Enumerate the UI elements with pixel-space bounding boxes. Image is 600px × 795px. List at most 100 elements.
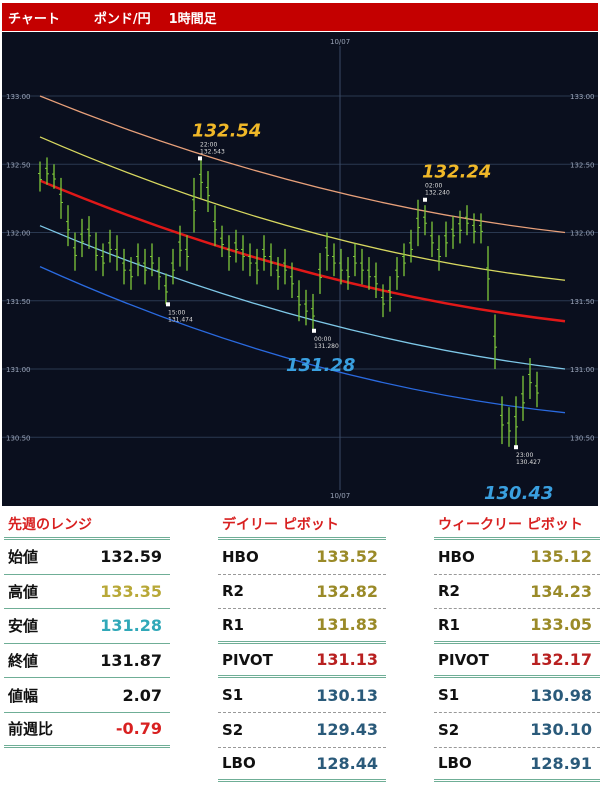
y-tick-label-left: 132.00	[6, 230, 31, 238]
row-value: 131.28	[100, 616, 162, 636]
row-value: 132.17	[530, 650, 592, 670]
row-value: 128.91	[530, 753, 592, 773]
marker-time: 22:00	[200, 141, 217, 148]
table-row: HBO 135.12	[434, 540, 600, 575]
row-label: R1	[222, 615, 244, 634]
table-row: PIVOT 131.13	[218, 644, 386, 679]
marker-price: 131.280	[314, 343, 339, 350]
table-row: LBO 128.44	[218, 748, 386, 783]
y-tick-label-right: 130.50	[570, 434, 595, 442]
marker-price: 130.427	[516, 459, 541, 466]
channel-line-orange	[39, 95, 566, 234]
marker-time: 02:00	[425, 183, 442, 190]
y-tick-label-left: 132.50	[6, 161, 31, 169]
y-tick-label-left: 131.50	[6, 298, 31, 306]
row-label: 値幅	[8, 686, 39, 705]
table-row: R2 132.82	[218, 575, 386, 610]
table-row: 安値 131.28	[4, 609, 170, 644]
table-row: R2 134.23	[434, 575, 600, 610]
channel-line-blue	[39, 266, 566, 414]
row-value: 130.13	[316, 685, 378, 705]
table-title: ウィークリー ピボット	[434, 512, 600, 540]
channel-line-lightblue	[39, 225, 566, 370]
extreme-marker	[423, 197, 427, 202]
row-label: R1	[438, 615, 460, 634]
price-callout: 132.54	[192, 120, 261, 141]
y-tick-label-right: 131.50	[570, 298, 595, 306]
chart-header: チャート ポンド/円 1時間足	[2, 3, 598, 31]
table-row: HBO 133.52	[218, 540, 386, 575]
date-label-bottom: 10/07	[330, 492, 350, 500]
row-label: 始値	[8, 548, 39, 567]
table-row: PIVOT 132.17	[434, 644, 600, 679]
channel-line-red	[39, 179, 566, 323]
row-label: HBO	[222, 547, 259, 566]
weekly-pivot-table: ウィークリー ピボット HBO 135.12 R2 134.23 R1 133.05 PIV…	[434, 512, 600, 783]
row-value: 131.87	[100, 651, 162, 671]
row-label: 前週比	[8, 720, 54, 739]
row-label: 高値	[8, 582, 39, 601]
date-label-top: 10/07	[330, 38, 350, 46]
price-callout: 130.43	[484, 483, 553, 504]
row-label: HBO	[438, 547, 475, 566]
row-value: 135.12	[530, 547, 592, 567]
row-label: S1	[438, 686, 460, 705]
table-row: S2 130.10	[434, 713, 600, 748]
table-title: 先週のレンジ	[4, 512, 170, 540]
row-label: 終値	[8, 652, 39, 671]
extreme-marker	[514, 445, 518, 450]
row-label: LBO	[222, 754, 256, 773]
y-tick-label-right: 132.00	[570, 230, 595, 238]
timeframe: 1時間足	[168, 11, 217, 27]
row-value: -0.79	[115, 719, 162, 739]
row-value: 130.98	[530, 685, 592, 705]
row-label: S2	[438, 720, 460, 739]
row-value: 132.82	[316, 581, 378, 601]
row-value: 133.35	[100, 581, 162, 601]
extreme-marker	[312, 328, 316, 333]
row-value: 128.44	[316, 753, 378, 773]
row-value: 132.59	[100, 547, 162, 567]
table-row: 前週比 -0.79	[4, 713, 170, 748]
table-row: R1 131.83	[218, 609, 386, 644]
table-row: 高値 133.35	[4, 575, 170, 610]
extreme-marker	[198, 156, 202, 161]
daily-pivot-table: デイリー ピボット HBO 133.52 R2 132.82 R1 131.83 PIVOT…	[218, 512, 386, 783]
table-row: LBO 128.91	[434, 748, 600, 783]
marker-price: 132.543	[200, 148, 225, 155]
price-callout: 132.24	[422, 162, 491, 183]
table-row: 終値 131.87	[4, 644, 170, 679]
table-row: S2 129.43	[218, 713, 386, 748]
row-value: 130.10	[530, 720, 592, 740]
y-tick-label-right: 132.50	[570, 161, 595, 169]
row-value: 2.07	[122, 685, 162, 705]
row-label: PIVOT	[438, 650, 489, 669]
marker-price: 132.240	[425, 190, 450, 197]
table-row: S1 130.13	[218, 678, 386, 713]
row-label: S1	[222, 686, 244, 705]
row-label: PIVOT	[222, 650, 273, 669]
table-title: デイリー ピボット	[218, 512, 386, 540]
price-callout: 131.28	[286, 355, 355, 376]
table-row: S1 130.98	[434, 678, 600, 713]
y-tick-label-left: 130.50	[6, 434, 31, 442]
currency-pair: ポンド/円	[93, 11, 151, 27]
marker-price: 131.474	[168, 316, 193, 323]
row-value: 131.13	[316, 650, 378, 670]
row-label: R2	[438, 582, 460, 601]
row-label: R2	[222, 582, 244, 601]
header-title: チャート	[8, 11, 60, 27]
marker-time: 00:00	[314, 336, 331, 343]
y-tick-label-right: 131.00	[570, 366, 595, 374]
table-row: 始値 132.59	[4, 540, 170, 575]
channel-line-yellow	[39, 136, 566, 281]
row-label: LBO	[438, 754, 472, 773]
table-row: R1 133.05	[434, 609, 600, 644]
row-value: 134.23	[530, 581, 592, 601]
last-week-range-table: 先週のレンジ 始値 132.59 高値 133.35 安値 131.28 終値 131.87 値…	[4, 512, 170, 748]
row-label: 安値	[8, 617, 39, 636]
row-value: 133.05	[530, 615, 592, 635]
marker-time: 15:00	[168, 309, 185, 316]
marker-time: 23:00	[516, 452, 533, 459]
table-row: 値幅 2.07	[4, 678, 170, 713]
